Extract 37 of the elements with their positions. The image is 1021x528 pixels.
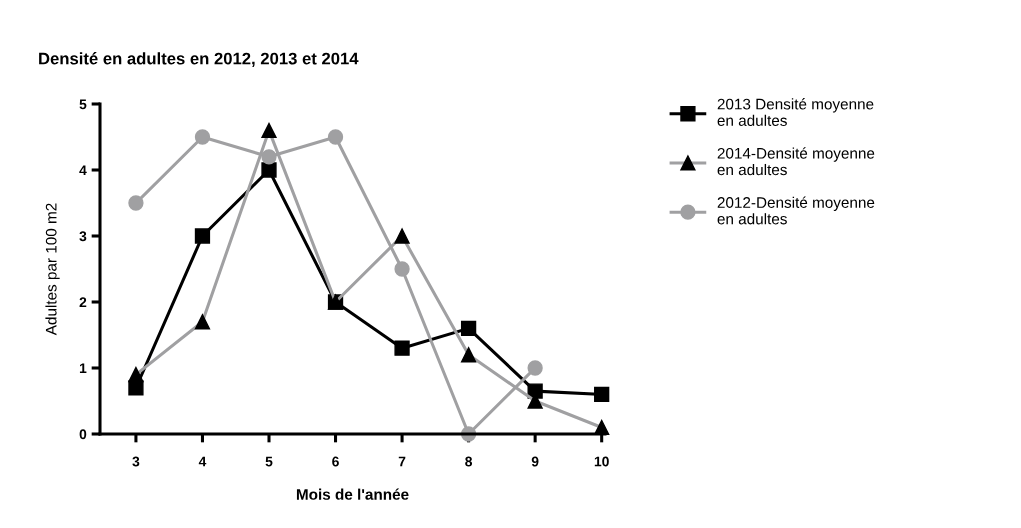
x-axis-title: Mois de l'année <box>296 488 409 500</box>
point <box>128 195 144 211</box>
point <box>128 380 144 396</box>
point <box>394 340 410 356</box>
point <box>194 228 211 244</box>
chart-title: Densité en adultes en 2012, 2013 et 2014 <box>39 52 359 67</box>
y-tick-label: 3 <box>79 231 87 242</box>
y-tick-label: 1 <box>79 363 87 374</box>
y-axis-title: Adultes par 100 m2 <box>45 203 60 336</box>
point <box>594 386 610 403</box>
x-tick-label: 9 <box>531 456 539 467</box>
x-tick-label: 3 <box>132 456 140 467</box>
legend-label: 2012-Densité moyenne en adultes <box>717 196 875 225</box>
y-tick-label: 2 <box>79 297 87 308</box>
x-tick-label: 7 <box>398 456 406 467</box>
point <box>327 129 344 145</box>
legend-label: 2013 Densité moyenne en adultes <box>717 98 874 126</box>
point <box>261 149 277 165</box>
x-tick-label: 4 <box>198 456 207 467</box>
point <box>527 360 543 376</box>
y-tick-label: 4 <box>79 165 87 176</box>
point <box>261 162 277 178</box>
point <box>460 320 477 337</box>
y-tick-label: 0 <box>79 429 87 440</box>
x-tick-label: 8 <box>465 456 473 467</box>
point <box>394 228 410 244</box>
point <box>261 122 277 139</box>
x-tick-label: 6 <box>332 456 339 467</box>
legend-label: 2014-Densité moyenne en adultes <box>717 147 875 176</box>
x-tick-label: 10 <box>594 456 609 467</box>
point <box>128 366 144 383</box>
point <box>460 347 477 363</box>
point <box>194 129 211 145</box>
x-tick-label: 5 <box>265 456 273 467</box>
point <box>394 261 410 277</box>
point <box>194 314 211 330</box>
y-tick-label: 5 <box>79 99 87 110</box>
